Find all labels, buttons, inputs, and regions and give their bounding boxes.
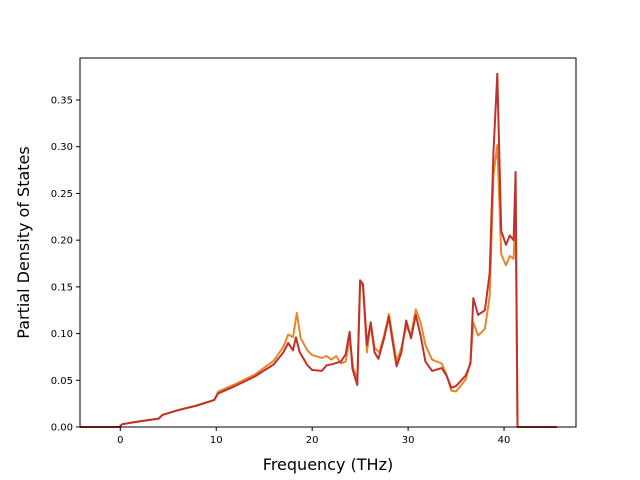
y-tick-label: 0.20 [51, 236, 73, 247]
x-axis-label: Frequency (THz) [263, 455, 393, 474]
plot-area [79, 57, 577, 428]
x-tick-label: 20 [306, 435, 319, 446]
series-line-1 [80, 143, 557, 428]
axes-frame [79, 57, 577, 428]
y-tick-label: 0.30 [51, 142, 73, 153]
y-tick-label: 0.00 [51, 423, 73, 434]
x-tick-label: 40 [498, 435, 511, 446]
series-layer [80, 72, 557, 428]
y-axis-ticks: 0.00 0.05 0.10 0.15 0.20 0.25 0.30 0.35 [51, 96, 80, 434]
x-axis-ticks: 0 10 20 30 40 [117, 427, 510, 446]
y-tick-label: 0.10 [51, 329, 73, 340]
y-tick-label: 0.05 [51, 376, 73, 387]
x-tick-label: 0 [117, 435, 123, 446]
y-tick-label: 0.15 [51, 282, 73, 293]
y-axis-label: Partial Density of States [14, 146, 33, 338]
y-tick-label: 0.35 [51, 96, 73, 107]
series-line-2 [80, 72, 557, 428]
x-tick-label: 10 [210, 435, 223, 446]
y-tick-label: 0.25 [51, 189, 73, 200]
x-tick-label: 30 [402, 435, 415, 446]
